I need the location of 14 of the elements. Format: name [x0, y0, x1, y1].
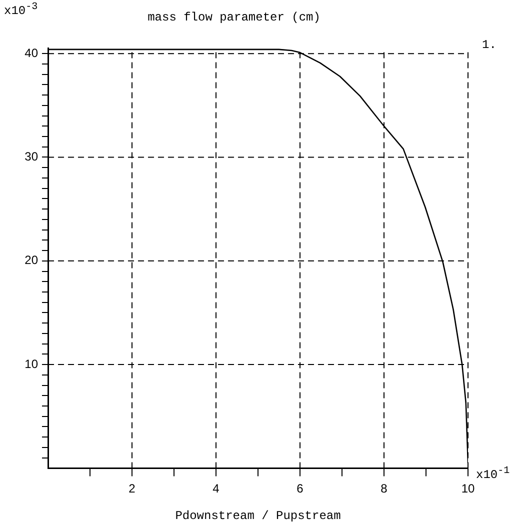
x-tick-label: 4 [212, 482, 220, 496]
x-tick-label: 6 [296, 482, 304, 496]
y-tick-label: 20 [24, 253, 38, 268]
chart-title: mass flow parameter (cm) [148, 10, 320, 24]
x-axis-title: Pdownstream / Pupstream [175, 508, 341, 523]
y-tick-label: 40 [24, 46, 38, 60]
x-tick-label: 10 [461, 482, 475, 496]
y-tick-label: 10 [24, 356, 38, 371]
text: x10$^{-3}$ [4, 2, 38, 18]
text: 1. [482, 38, 496, 52]
x-tick-label: 8 [380, 482, 388, 496]
y-tick-label: 30 [24, 150, 38, 164]
text: x10$^{-1}$ [476, 466, 510, 482]
x-tick-label: 2 [128, 482, 136, 496]
